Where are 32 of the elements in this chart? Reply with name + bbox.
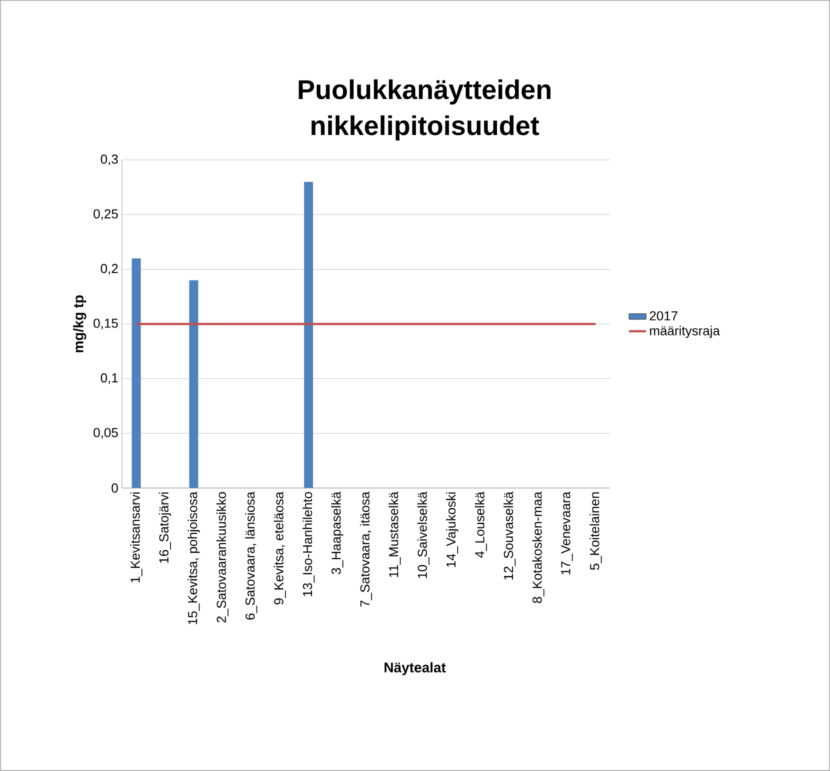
- x-tick-label: 10_Saivelselkä: [417, 492, 430, 578]
- x-tick-label: 14_Vajukoski: [446, 492, 458, 567]
- x-axis-title: Näytealat: [384, 662, 446, 676]
- chart-title: Puolukkanäytteiden nikkelipitoisuudet: [298, 79, 550, 141]
- y-tick-label: 0,15: [94, 318, 118, 330]
- x-tick-label: 12_Souvaselkä: [504, 492, 516, 580]
- x-tick-label: 16_Satojärvi: [158, 492, 172, 563]
- y-tick-label: 0: [112, 483, 118, 493]
- x-tick-label: 13_Iso-Hanhilehto: [302, 492, 315, 596]
- x-tick-label: 6_Satovaara, länsiosa: [245, 492, 258, 620]
- x-tick-label: 8_Kotakosken-maa: [532, 492, 544, 604]
- x-tick-label: 7_Satovaara, itäosa: [360, 492, 372, 607]
- y-tick-label: 0,25: [94, 209, 118, 220]
- x-tick-label: 9_Kevitsa, eteläosa: [274, 492, 286, 604]
- x-tick-label: 3_Haapaselkä: [331, 492, 344, 574]
- y-tick-label: 0,2: [100, 264, 118, 275]
- x-tick-label: 15_Kevitsa, pohjoisosa: [188, 492, 200, 624]
- y-axis-title: mg/kg tp: [73, 295, 86, 352]
- x-tick-label: 1_Kevitsansarvi: [130, 492, 142, 582]
- x-tick-label: 4_Louselkä: [474, 492, 487, 558]
- bar: [132, 258, 141, 488]
- bar: [189, 280, 198, 488]
- y-tick-label: 0,05: [94, 428, 118, 439]
- legend-label: määritysraja: [650, 326, 720, 338]
- x-tick-label: 2_Satovaarankuusikko: [216, 492, 228, 622]
- y-tick-label: 0,1: [100, 373, 118, 384]
- legend-label: 2017: [650, 311, 678, 320]
- x-tick-label: 5_Koitelainen: [590, 492, 602, 570]
- x-tick-label: 17_Venevaara: [561, 492, 573, 574]
- bar: [304, 182, 314, 488]
- y-tick-label: 0,3: [100, 154, 118, 166]
- x-tick-label: 11_Mustaselkä: [388, 492, 401, 578]
